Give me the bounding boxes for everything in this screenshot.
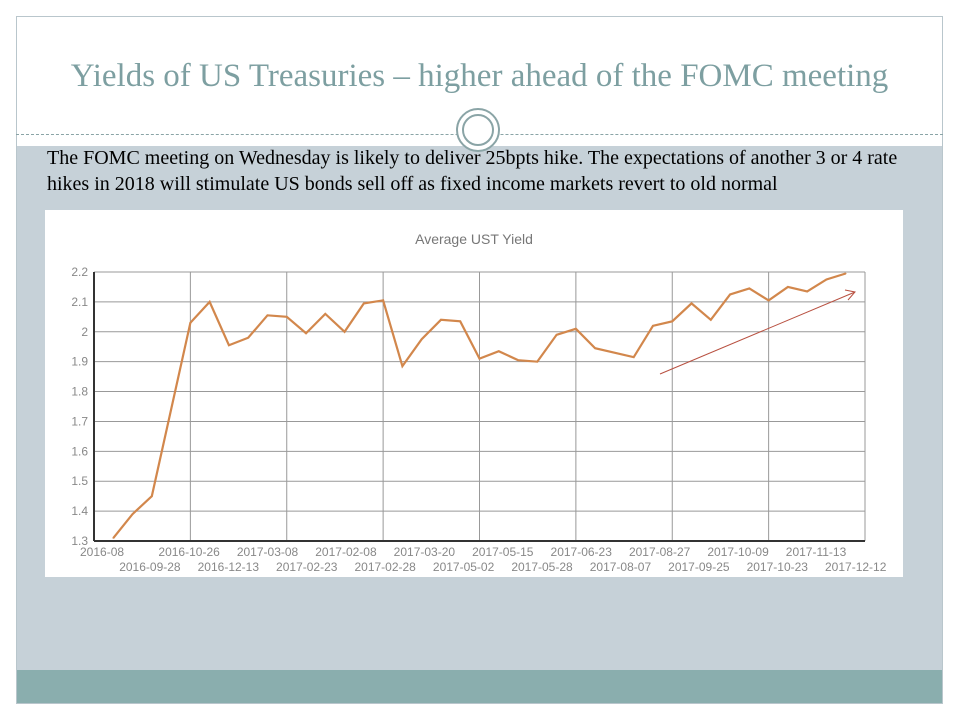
data-point (478, 357, 481, 360)
y-tick-label: 1.3 (71, 534, 88, 548)
slide-title: Yields of US Treasuries – higher ahead o… (70, 58, 889, 94)
body-text: The FOMC meeting on Wednesday is likely … (47, 147, 898, 195)
data-point (324, 313, 327, 315)
data-point (382, 299, 384, 302)
x-tick-label: 2017-05-28 (511, 560, 573, 574)
data-point (305, 332, 307, 335)
y-tick-label: 1.6 (71, 444, 88, 458)
x-tick-label: 2017-06-23 (551, 545, 613, 559)
x-tick-label: 2016-08 (80, 545, 124, 559)
data-point (806, 290, 808, 293)
x-tick-label: 2016-10-26 (158, 545, 220, 559)
data-point (825, 278, 828, 281)
data-point (440, 319, 442, 321)
x-tick-label: 2017-05-02 (433, 560, 495, 574)
data-point (208, 301, 211, 303)
trend-arrow-head (844, 289, 856, 301)
chart-title: Average UST Yield (415, 231, 533, 247)
slide-frame (16, 16, 943, 704)
data-point (170, 408, 172, 411)
y-tick-label: 1.9 (71, 355, 88, 369)
x-tick-label: 2017-05-15 (472, 545, 534, 559)
data-point (844, 272, 847, 275)
data-point (343, 330, 346, 333)
x-tick-label: 2017-08-07 (590, 560, 652, 574)
y-tick-label: 1.5 (71, 474, 88, 488)
chart-svg: Average UST Yield 1.3 1.4 1.5 1.6 1.7 1.8 1.9 2 2… (71, 231, 887, 574)
data-point (729, 293, 731, 296)
x-tick-label: 2017-08-27 (629, 545, 691, 559)
x-tick-label: 2017-10-23 (747, 560, 809, 574)
data-point (266, 314, 269, 317)
y-tick-label: 1.8 (71, 385, 88, 399)
y-tick-label: 2 (81, 325, 88, 339)
data-point (652, 325, 654, 327)
data-point (131, 513, 134, 515)
data-point (632, 356, 635, 358)
y-tick-label: 1.4 (71, 504, 88, 518)
x-tick-label: 2017-02-28 (354, 560, 416, 574)
x-tick-label: 2017-03-08 (237, 545, 299, 559)
x-tick-label: 2016-12-13 (198, 560, 260, 574)
x-tick-label: 2017-12-12 (825, 560, 887, 574)
data-point (613, 351, 616, 354)
data-point (401, 365, 404, 367)
data-point (710, 319, 712, 321)
data-point (112, 537, 115, 539)
x-tick-label: 2017-02-08 (315, 545, 377, 559)
data-point (151, 495, 153, 497)
data-point (228, 344, 230, 347)
y-tick-label: 2.2 (71, 265, 88, 279)
divider-circle-ornament (456, 108, 500, 152)
data-point (690, 302, 693, 305)
trend-arrow (659, 291, 856, 375)
chart: Average UST Yield 1.3 1.4 1.5 1.6 1.7 1.8 1.9 2 2… (45, 210, 903, 577)
data-point (787, 286, 789, 288)
x-tick-label: 2017-03-20 (394, 545, 456, 559)
x-tick-label: 2017-02-23 (276, 560, 338, 574)
x-tick-label: 2016-09-28 (119, 560, 181, 574)
x-tick-label: 2017-10-09 (707, 545, 769, 559)
footer-band (17, 670, 942, 703)
data-point (748, 287, 751, 290)
x-tick-label: 2017-09-25 (668, 560, 730, 574)
data-point (459, 320, 462, 323)
data-point (247, 336, 249, 339)
y-tick-label: 2.1 (71, 295, 88, 309)
data-point (671, 320, 674, 323)
data-point (575, 327, 577, 330)
data-point (497, 350, 500, 353)
data-point (420, 338, 423, 341)
data-point (536, 360, 539, 363)
data-point (363, 302, 365, 305)
data-point (594, 347, 596, 350)
data-point (767, 299, 770, 302)
y-tick-label: 1.7 (71, 414, 88, 428)
data-point (285, 316, 288, 318)
data-point (517, 359, 519, 361)
x-tick-label: 2017-11-13 (786, 545, 847, 559)
data-point (555, 333, 558, 336)
data-point (189, 322, 192, 324)
